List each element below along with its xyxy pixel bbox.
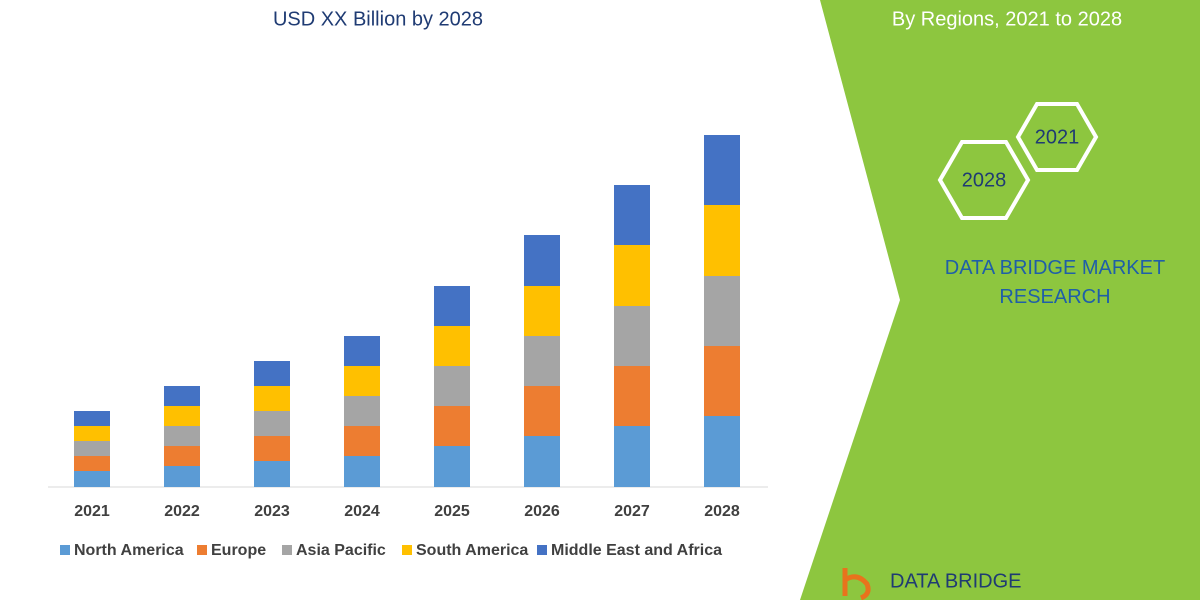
bar-segment: [344, 366, 380, 396]
bar-segment: [434, 286, 470, 326]
x-tick-label: 2028: [704, 503, 740, 520]
bar-segment: [254, 411, 290, 436]
bar-segment: [524, 336, 560, 386]
legend-label: South America: [416, 542, 528, 559]
brand-box: DATA BRIDGE MARKET RESEARCH: [944, 257, 1166, 308]
x-tick-label: 2026: [524, 503, 560, 520]
bar-segment: [614, 426, 650, 487]
bar-segment: [524, 286, 560, 336]
x-tick-label: 2024: [344, 503, 380, 520]
legend-swatch: [282, 545, 292, 555]
x-tick-label: 2025: [434, 503, 470, 520]
hexagon: [937, 140, 1031, 220]
bar-segment: [164, 386, 200, 406]
bar-segment: [254, 436, 290, 461]
legend-swatch: [60, 545, 70, 555]
legend-swatch: [197, 545, 207, 555]
legend-swatch: [537, 545, 547, 555]
bar-segment: [704, 276, 740, 346]
bar-segment: [524, 386, 560, 436]
bar-segment: [434, 406, 470, 446]
legend-label: Asia Pacific: [296, 542, 386, 559]
bar-segment: [614, 245, 650, 306]
bar-segment: [524, 436, 560, 487]
logo-text: DATA BRIDGE: [890, 570, 1022, 592]
bar-segment: [164, 406, 200, 426]
bar-segment: [704, 346, 740, 416]
bar-segment: [524, 235, 560, 286]
bar-segment: [164, 426, 200, 446]
x-tick-label: 2023: [254, 503, 290, 520]
bar-segment: [614, 306, 650, 366]
legend-label: North America: [74, 542, 184, 559]
bar-segment: [704, 416, 740, 487]
bar-segment: [344, 396, 380, 426]
bar-segment: [254, 461, 290, 487]
brand: DATA BRIDGE MARKET RESEARCH: [944, 257, 1166, 308]
bar-segment: [434, 446, 470, 487]
bar-segment: [704, 205, 740, 276]
x-tick-label: 2021: [74, 503, 110, 520]
green-panel: [800, 0, 1200, 600]
legend-swatch: [402, 545, 412, 555]
bar-segment: [344, 336, 380, 366]
bar-segment: [614, 185, 650, 245]
bar-segment: [74, 426, 110, 441]
badge: 2028: [962, 169, 1007, 191]
bar-segment: [74, 456, 110, 471]
bar-segment: [254, 386, 290, 411]
bar-segment: [434, 366, 470, 406]
bar-segment: [614, 366, 650, 426]
hexagon: [1015, 102, 1099, 172]
bar-segment: [704, 135, 740, 205]
legend-label: Middle East and Africa: [551, 542, 722, 559]
bar-segment: [74, 411, 110, 426]
x-tick-label: 2027: [614, 503, 650, 520]
bar-segment: [254, 361, 290, 386]
bar-segment: [344, 456, 380, 487]
bar-segment: [164, 466, 200, 487]
bar-segment: [434, 326, 470, 366]
chart-title: USD XX Billion by 2028: [273, 8, 483, 30]
badge: 2021: [1035, 126, 1080, 148]
legend-label: Europe: [211, 542, 266, 559]
bar-segment: [344, 426, 380, 456]
panel-subtitle: By Regions, 2021 to 2028: [892, 8, 1122, 30]
x-tick-label: 2022: [164, 503, 200, 520]
bar-segment: [164, 446, 200, 466]
logo-icon: [842, 568, 871, 600]
bar-segment: [74, 441, 110, 456]
bar-segment: [74, 471, 110, 487]
